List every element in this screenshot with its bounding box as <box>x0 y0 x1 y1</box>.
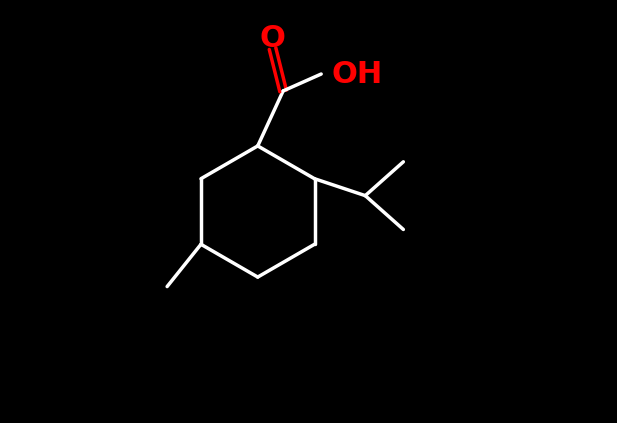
Text: OH: OH <box>332 60 383 88</box>
Text: O: O <box>260 24 286 52</box>
